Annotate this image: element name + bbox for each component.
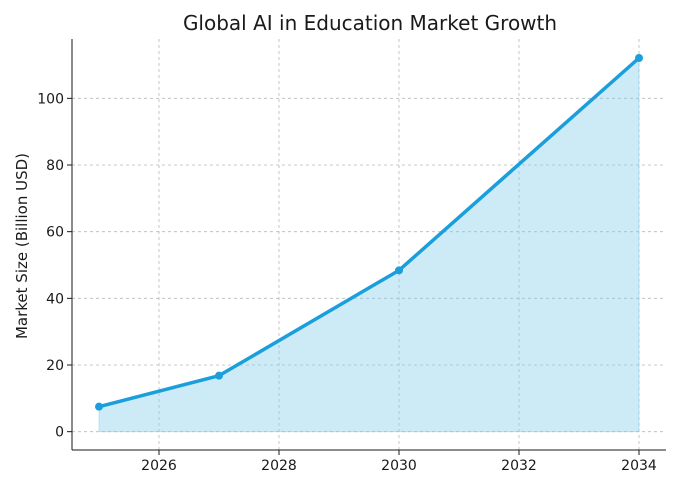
series-line-0 <box>97 56 641 409</box>
x-tick-label-2032: 2032 <box>501 458 537 474</box>
axes <box>67 39 666 455</box>
data-points <box>95 54 643 411</box>
y-tick-label-60: 60 <box>46 225 64 241</box>
data-point-2030 <box>395 266 403 275</box>
area-fill-layer <box>98 57 640 433</box>
y-tick-label-100: 100 <box>37 91 64 107</box>
x-tick-label-2026: 2026 <box>141 458 177 474</box>
chart-title: Global AI in Education Market Growth <box>183 11 557 35</box>
area-fill-0 <box>98 57 640 433</box>
y-tick-label-40: 40 <box>46 291 64 307</box>
y-tick-label-80: 80 <box>46 158 64 174</box>
tick-labels: 2026 2028 2030 2032 2034 0 20 40 60 80 100 <box>37 91 657 474</box>
data-point-2027 <box>215 371 223 380</box>
y-tick-label-20: 20 <box>46 358 64 374</box>
y-axis-label: Market Size (Billion USD) <box>13 153 31 339</box>
x-tick-label-2030: 2030 <box>381 458 417 474</box>
x-tick-label-2028: 2028 <box>261 458 297 474</box>
y-tick-label-0: 0 <box>55 425 64 441</box>
x-tick-label-2034: 2034 <box>621 458 657 474</box>
data-point-2025 <box>95 402 103 411</box>
data-point-2034 <box>635 54 643 62</box>
series-line-layer <box>97 56 641 409</box>
